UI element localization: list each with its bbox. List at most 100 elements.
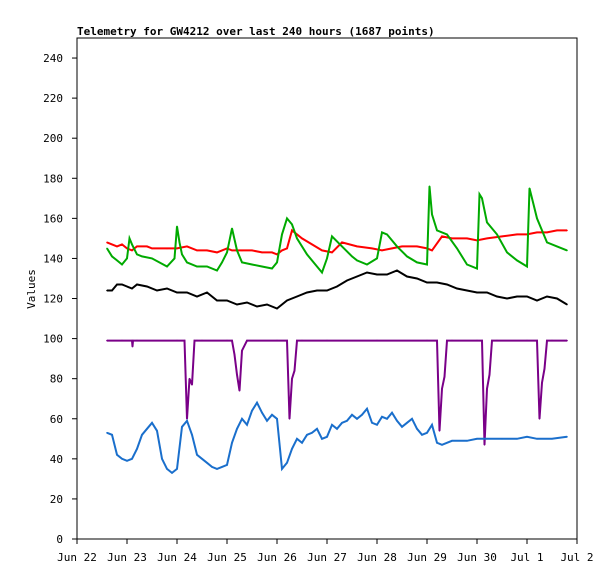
y-tick-label: 220 (43, 92, 63, 105)
data-point (166, 265, 168, 268)
data-point (301, 442, 303, 444)
data-point (216, 269, 218, 272)
data-point (181, 253, 183, 256)
data-point (301, 339, 303, 342)
data-point (316, 265, 318, 268)
data-point (156, 289, 158, 292)
data-point (501, 438, 503, 440)
data-point (196, 249, 198, 252)
data-point (531, 197, 533, 200)
data-point (546, 241, 548, 244)
data-point (246, 424, 248, 426)
data-point (166, 247, 168, 250)
data-point (176, 225, 178, 228)
data-point (316, 428, 318, 430)
data-point (538, 418, 541, 420)
y-tick-label: 60 (50, 413, 63, 426)
series-line (107, 269, 568, 310)
data-point (446, 339, 448, 342)
data-point (216, 251, 218, 254)
data-point (316, 289, 318, 292)
data-point (221, 261, 223, 264)
y-tick-label: 180 (43, 172, 63, 185)
data-point (476, 438, 478, 440)
y-tick-label: 40 (50, 453, 63, 466)
data-point (566, 229, 568, 232)
data-point (543, 367, 546, 370)
data-point (166, 287, 168, 290)
data-point (426, 281, 428, 284)
data-point (236, 428, 238, 430)
data-point (331, 235, 333, 238)
x-tick-label: Jun 27 (307, 551, 347, 564)
data-point (536, 438, 538, 440)
data-point (291, 223, 293, 226)
data-point (266, 420, 268, 422)
data-point (231, 442, 233, 444)
data-point (116, 283, 118, 286)
data-point (151, 422, 153, 424)
data-point (251, 409, 253, 412)
x-tick-label: Jun 26 (257, 551, 297, 564)
data-point (556, 297, 558, 300)
data-point (566, 339, 568, 342)
data-point (446, 233, 448, 236)
data-point (132, 339, 134, 342)
data-point (206, 291, 208, 294)
data-point (226, 339, 228, 342)
data-point (233, 353, 236, 356)
data-point (126, 460, 128, 462)
data-point (341, 241, 343, 244)
data-point (466, 289, 468, 292)
data-point (371, 247, 373, 250)
data-point (536, 299, 538, 302)
data-point (436, 442, 438, 444)
x-tick-label: Jun 29 (407, 551, 447, 564)
x-tick-label: Jul 2 (560, 551, 593, 564)
data-point (331, 251, 333, 254)
data-point (271, 267, 273, 270)
data-point (291, 377, 293, 380)
data-point (376, 339, 378, 342)
data-point (441, 444, 443, 446)
data-point (111, 243, 113, 246)
data-point (346, 420, 348, 422)
data-point (366, 407, 368, 410)
data-point (406, 255, 408, 258)
y-tick-label: 120 (43, 293, 63, 306)
data-point (296, 438, 298, 440)
series-5 (106, 400, 568, 475)
data-point (466, 237, 468, 240)
data-point (291, 448, 293, 450)
data-point (351, 414, 353, 416)
data-point (356, 245, 358, 248)
data-point (241, 249, 243, 252)
data-point (146, 285, 148, 288)
data-point (351, 255, 353, 258)
data-point (451, 440, 453, 442)
data-point (136, 339, 138, 342)
data-point (326, 289, 328, 292)
data-point (411, 418, 413, 420)
data-point (261, 251, 263, 254)
data-point (441, 387, 443, 390)
data-point (146, 245, 148, 248)
data-point (106, 432, 108, 434)
data-point (141, 255, 143, 258)
data-point (416, 277, 418, 280)
data-point (151, 257, 153, 260)
data-point (516, 233, 518, 236)
data-point (476, 267, 478, 270)
data-point (306, 253, 308, 256)
data-point (336, 285, 338, 288)
data-point (256, 401, 258, 404)
data-point (191, 383, 193, 386)
data-point (401, 245, 403, 248)
data-point (443, 375, 446, 378)
x-tick-label: Jun 23 (107, 551, 147, 564)
data-point (116, 245, 118, 248)
data-point (121, 243, 123, 246)
data-point (381, 416, 383, 418)
data-point (341, 422, 343, 424)
data-point (201, 339, 203, 342)
